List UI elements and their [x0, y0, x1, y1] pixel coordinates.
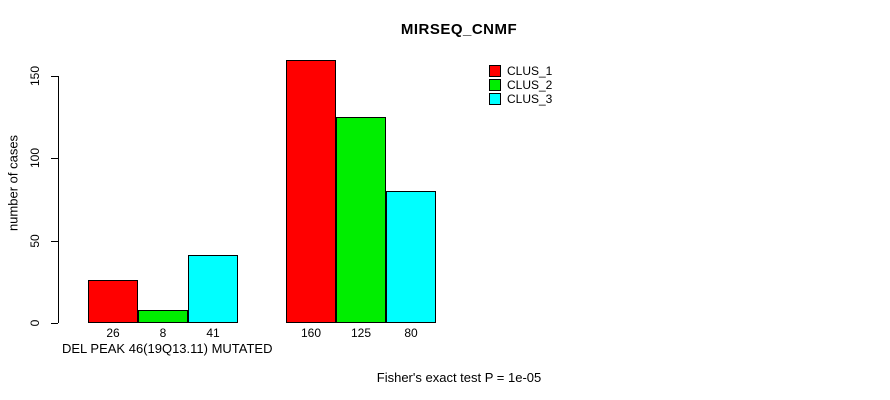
legend-label: CLUS_1 — [507, 64, 553, 78]
y-tick-label: 150 — [28, 65, 42, 87]
chart-title: MIRSEQ_CNMF — [400, 21, 518, 38]
y-tick-mark — [51, 240, 58, 242]
y-tick-mark — [51, 323, 58, 324]
legend: CLUS_1 CLUS_2 CLUS_3 — [489, 64, 552, 106]
bar-value-label: 8 — [159, 326, 167, 340]
bar-clus_3 — [188, 255, 238, 323]
y-tick-mark — [51, 76, 58, 77]
bar-value-label: 125 — [350, 326, 372, 340]
y-tick-label: 0 — [28, 319, 42, 327]
fisher-test-annotation: Fisher's exact test P = 1e-05 — [376, 370, 542, 385]
bar-value-label: 160 — [300, 326, 322, 340]
legend-swatch-icon — [489, 65, 501, 77]
y-tick-label: 100 — [28, 148, 42, 169]
bar-value-label: 26 — [106, 326, 120, 340]
legend-row: CLUS_3 — [489, 92, 552, 106]
bar-clus_2 — [336, 117, 386, 323]
bar-clus_2 — [138, 310, 188, 323]
legend-swatch-icon — [489, 93, 501, 105]
x-axis-label: DEL PEAK 46(19Q13.11) MUTATED — [62, 341, 273, 356]
legend-swatch-icon — [489, 79, 501, 91]
bar-value-label: 41 — [206, 326, 220, 340]
bar-value-label: 80 — [404, 326, 418, 340]
y-axis-label: number of cases — [5, 134, 21, 232]
legend-label: CLUS_2 — [507, 78, 553, 92]
y-tick-mark — [51, 158, 58, 160]
legend-label: CLUS_3 — [507, 92, 553, 106]
bar-clus_1 — [88, 280, 138, 323]
legend-row: CLUS_1 — [489, 64, 552, 78]
bar-clus_1 — [286, 60, 336, 323]
y-axis-line — [58, 76, 59, 323]
legend-row: CLUS_2 — [489, 78, 552, 92]
bar-clus_3 — [386, 191, 436, 323]
y-tick-label: 50 — [28, 233, 42, 248]
